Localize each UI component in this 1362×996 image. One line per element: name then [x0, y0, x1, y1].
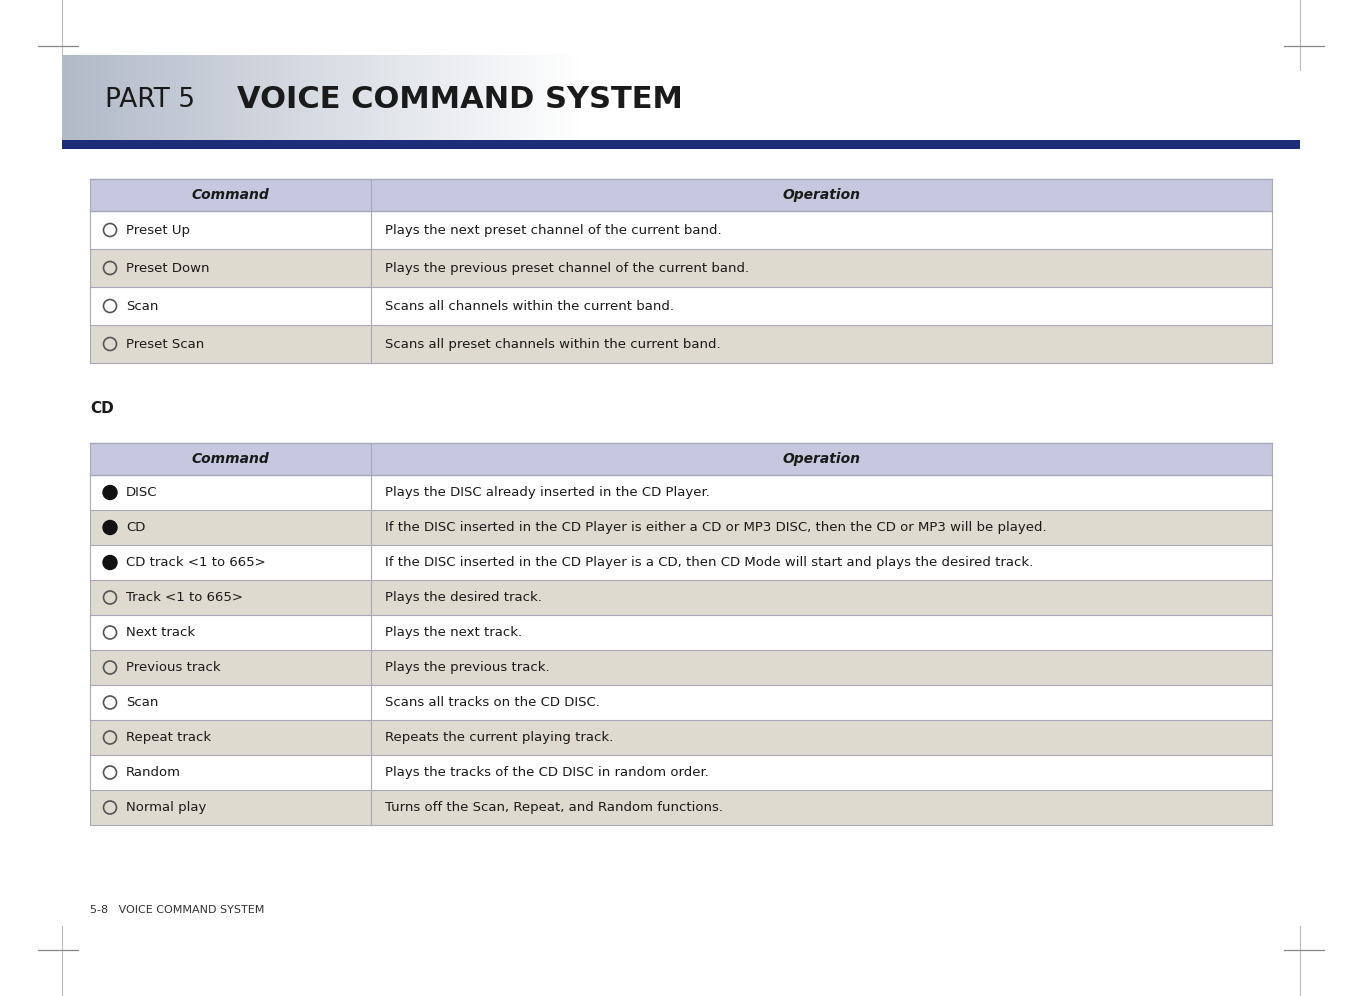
Text: Plays the next track.: Plays the next track. — [385, 626, 523, 639]
Text: Scans all preset channels within the current band.: Scans all preset channels within the cur… — [385, 338, 720, 351]
Text: VOICE COMMAND SYSTEM: VOICE COMMAND SYSTEM — [237, 85, 682, 114]
Text: Command: Command — [192, 452, 270, 466]
Text: If the DISC inserted in the CD Player is a CD, then CD Mode will start and plays: If the DISC inserted in the CD Player is… — [385, 556, 1034, 569]
Text: Preset Scan: Preset Scan — [127, 338, 204, 351]
Text: Plays the DISC already inserted in the CD Player.: Plays the DISC already inserted in the C… — [385, 486, 710, 499]
Circle shape — [104, 485, 117, 500]
Text: Preset Down: Preset Down — [127, 262, 210, 275]
Text: Preset Up: Preset Up — [127, 223, 191, 236]
Text: Plays the next preset channel of the current band.: Plays the next preset channel of the cur… — [385, 223, 722, 236]
Text: Scans all tracks on the CD DISC.: Scans all tracks on the CD DISC. — [385, 696, 601, 709]
Text: Operation: Operation — [783, 452, 861, 466]
Text: CD: CD — [90, 401, 114, 416]
Text: Scan: Scan — [127, 300, 158, 313]
Text: Turns off the Scan, Repeat, and Random functions.: Turns off the Scan, Repeat, and Random f… — [385, 801, 723, 814]
Text: Repeat track: Repeat track — [127, 731, 211, 744]
Text: Scans all channels within the current band.: Scans all channels within the current ba… — [385, 300, 674, 313]
Text: Plays the previous track.: Plays the previous track. — [385, 661, 550, 674]
Text: Plays the desired track.: Plays the desired track. — [385, 591, 542, 604]
Text: Scan: Scan — [127, 696, 158, 709]
Text: Track <1 to 665>: Track <1 to 665> — [127, 591, 242, 604]
Text: Repeats the current playing track.: Repeats the current playing track. — [385, 731, 613, 744]
Text: 5-8   VOICE COMMAND SYSTEM: 5-8 VOICE COMMAND SYSTEM — [90, 905, 264, 915]
Text: Next track: Next track — [127, 626, 195, 639]
Text: If the DISC inserted in the CD Player is either a CD or MP3 DISC, then the CD or: If the DISC inserted in the CD Player is… — [385, 521, 1047, 534]
Text: CD: CD — [127, 521, 146, 534]
Circle shape — [104, 521, 117, 535]
Text: Random: Random — [127, 766, 181, 779]
Text: Operation: Operation — [783, 188, 861, 202]
Text: Command: Command — [192, 188, 270, 202]
Text: Normal play: Normal play — [127, 801, 207, 814]
Text: Plays the previous preset channel of the current band.: Plays the previous preset channel of the… — [385, 262, 749, 275]
Circle shape — [104, 556, 117, 570]
Text: Plays the tracks of the CD DISC in random order.: Plays the tracks of the CD DISC in rando… — [385, 766, 710, 779]
Text: Previous track: Previous track — [127, 661, 221, 674]
Text: CD track <1 to 665>: CD track <1 to 665> — [127, 556, 266, 569]
Text: PART 5: PART 5 — [105, 87, 221, 113]
Text: DISC: DISC — [127, 486, 158, 499]
